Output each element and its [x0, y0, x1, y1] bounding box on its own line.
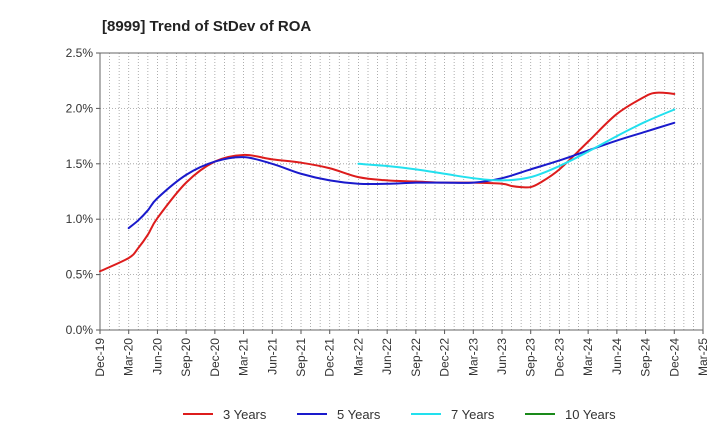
- x-tick-label: Mar-24: [581, 338, 595, 376]
- x-tick-label: Mar-23: [466, 338, 480, 376]
- plot-background: [100, 53, 703, 330]
- x-tick-label: Sep-22: [409, 338, 423, 377]
- x-tick-label: Dec-22: [438, 338, 452, 377]
- x-tick-label: Dec-23: [552, 338, 566, 377]
- legend-label: 3 Years: [223, 407, 267, 422]
- legend-label: 7 Years: [451, 407, 495, 422]
- x-tick-label: Dec-20: [208, 338, 222, 377]
- plot-frame: [99, 52, 704, 331]
- x-tick-label: Jun-20: [150, 338, 164, 375]
- x-tick-label: Sep-24: [639, 338, 653, 377]
- x-tick-label: Mar-25: [696, 338, 710, 376]
- plot-area: 0.0% 0.5% 1.0% 1.5% 2.0% 2.5% Dec-19 Mar-20 Jun-…: [66, 46, 710, 377]
- x-tick-label: Mar-21: [237, 338, 251, 376]
- legend: 3 Years 5 Years 7 Years 10 Years: [183, 407, 616, 422]
- x-tick-label: Jun-21: [265, 338, 279, 375]
- series-line-2: [127, 121, 676, 230]
- x-tick-label: Sep-21: [294, 338, 308, 377]
- legend-label: 5 Years: [337, 407, 381, 422]
- x-tick-label: Jun-23: [495, 338, 509, 375]
- x-tick-label: Dec-24: [667, 338, 681, 377]
- x-tick-label: Jun-22: [380, 338, 394, 375]
- y-tick-label: 1.5%: [66, 157, 94, 171]
- x-tick-label: Jun-24: [610, 338, 624, 375]
- y-tick-label: 0.5%: [66, 268, 94, 282]
- x-tick-label: Dec-21: [323, 338, 337, 377]
- y-tick-label: 0.0%: [66, 323, 94, 337]
- y-tick-label: 2.0%: [66, 101, 94, 115]
- x-tick-label: Dec-19: [93, 338, 107, 377]
- y-tick-label: 2.5%: [66, 46, 94, 60]
- x-tick-label: Sep-20: [179, 338, 193, 377]
- series-line-3: [357, 108, 676, 182]
- chart-title: [8999] Trend of StDev of ROA: [102, 18, 311, 35]
- x-tick-label: Mar-22: [351, 338, 365, 376]
- y-tick-label: 1.0%: [66, 212, 94, 226]
- x-tick-label: Sep-23: [524, 338, 538, 377]
- x-tick-label: Mar-20: [122, 338, 136, 376]
- legend-label: 10 Years: [565, 407, 616, 422]
